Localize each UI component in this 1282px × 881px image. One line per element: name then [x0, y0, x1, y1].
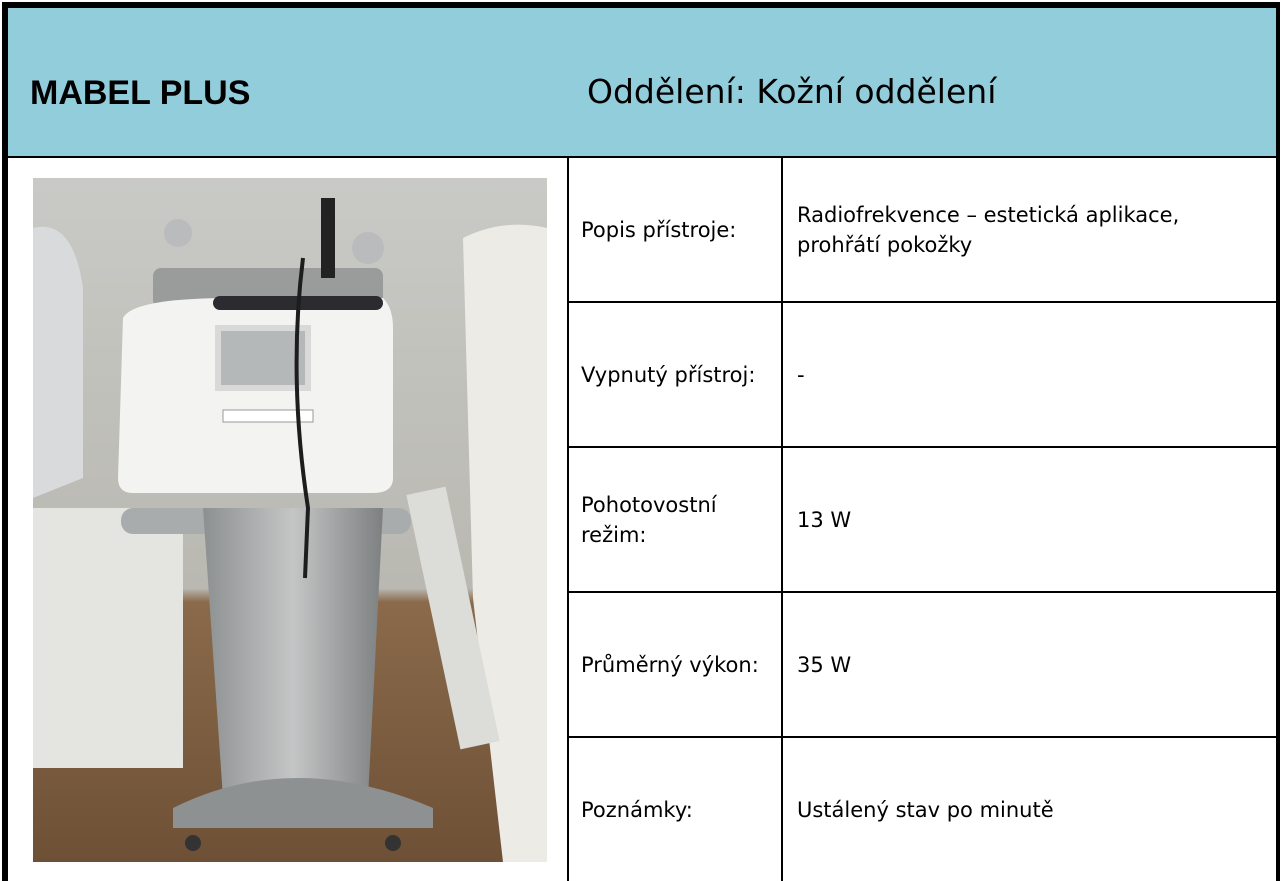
table-row: Poznámky: Ustálený stav po minutě [567, 738, 1280, 881]
row-label: Průměrný výkon: [567, 593, 783, 736]
department: Oddělení: Kožní oddělení [587, 72, 997, 111]
device-photo [33, 178, 547, 862]
table-row: Pohotovostní režim: 13 W [567, 448, 1280, 593]
row-value: - [797, 362, 805, 387]
header-cell: Oddělení: Kožní oddělení [567, 2, 1280, 158]
photo-cell [2, 158, 569, 881]
row-value: Ustálený stav po minutě [797, 797, 1054, 822]
row-value: Radiofrekvence – estetická aplikace, pro… [797, 202, 1180, 257]
row-label: Popis přístroje: [567, 158, 783, 301]
row-value: 13 W [797, 507, 852, 532]
row-label: Poznámky: [567, 738, 783, 881]
device-title: MABEL PLUS [30, 74, 251, 112]
row-label: Pohotovostní režim: [567, 448, 783, 591]
table-row: Průměrný výkon: 35 W [567, 593, 1280, 738]
row-label: Vypnutý přístroj: [567, 303, 783, 446]
row-value: 35 W [797, 652, 852, 677]
table-row: Popis přístroje: Radiofrekvence – esteti… [567, 158, 1280, 303]
table-row: Vypnutý přístroj: - [567, 303, 1280, 448]
header-cell: MABEL PLUS [2, 2, 569, 158]
